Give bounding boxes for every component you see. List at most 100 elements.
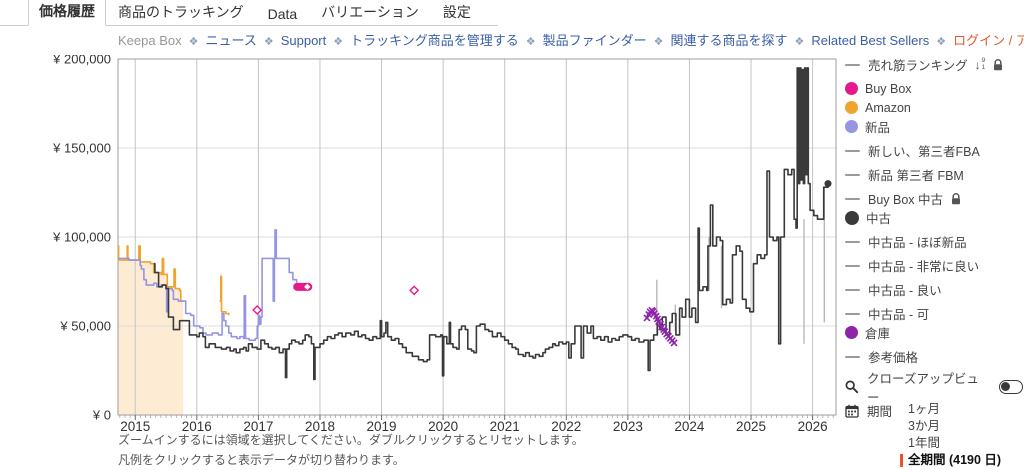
tab-data[interactable]: Data (267, 6, 298, 22)
legend-label: 参考価格 (868, 351, 919, 365)
new-dot-icon (845, 120, 858, 133)
period-label: 期間 (867, 405, 893, 419)
warehouse-x-marker (670, 339, 678, 347)
tab-settings[interactable]: 設定 (442, 4, 471, 20)
price-history-chart[interactable]: ¥ 200,000 ¥ 150,000 ¥ 100,000 ¥ 50,000 ¥ 0 20… (0, 55, 845, 440)
legend-label: Buy Box 中古 (868, 193, 944, 207)
period-option-label: 3か月 (908, 419, 940, 433)
plot-border (117, 58, 837, 416)
legend-item-new-3rd-fbm[interactable]: 新品 第三者 FBM (845, 167, 1023, 183)
period-option-1-month[interactable]: 1ヶ月 (908, 401, 1001, 418)
y-axis-label: ¥ 150,000 (52, 141, 111, 156)
nav-separator-icon: ❖ (936, 36, 947, 48)
nav-link-support[interactable]: Support (280, 33, 327, 48)
tab-variations[interactable]: バリエーション (321, 4, 419, 20)
buy-box-used-line-icon (845, 197, 860, 200)
legend-label: 中古 (866, 212, 892, 226)
legend-list: 売れ筋ランキング ↓ 9 1 Buy Box Amazon 新品新しい、第三者FBA 新品 第… (845, 57, 1023, 365)
nav-separator-icon: ❖ (525, 36, 536, 48)
legend-item-buy-box[interactable]: Buy Box (845, 81, 1023, 96)
legend-label: 中古品 - 非常に良い (868, 260, 980, 274)
nav-link-keepa-box: Keepa Box (118, 33, 182, 48)
tab-price-history[interactable]: 価格履歴 (28, 0, 106, 26)
x-axis-label: 2023 (613, 419, 643, 434)
buy-box-dot-icon (845, 82, 858, 95)
period-option-label: 1ヶ月 (908, 402, 940, 416)
used-dot-icon (845, 210, 859, 225)
nav-separator-icon: ❖ (188, 36, 199, 48)
x-axis-label: 2024 (674, 419, 705, 434)
legend-item-used[interactable]: 中古 (845, 210, 1023, 226)
legend-label: Buy Box (865, 81, 912, 96)
zoom-help-text: ズームインするには領域を選択してください。ダブルクリックするとリセットします。 (118, 433, 584, 447)
x-axis-label: 2018 (305, 419, 335, 434)
x-axis-label: 2019 (367, 419, 397, 434)
period-option-3-months[interactable]: 3か月 (908, 418, 1001, 435)
period-option-all-time[interactable]: 全期間 (4190 日) (900, 452, 1002, 469)
tab-product-tracking[interactable]: 商品のトラッキング (118, 4, 244, 20)
legend-item-used-very-good[interactable]: 中古品 - 非常に良い (845, 258, 1023, 274)
latest-price-dot (824, 180, 832, 188)
legend-help-text: 凡例をクリックすると表示データが切り替わります。 (118, 453, 405, 467)
legend-label: 中古品 - 可 (868, 308, 930, 322)
active-period-marker (900, 454, 904, 467)
list-price-line-icon (845, 355, 860, 358)
calendar-icon (845, 404, 859, 418)
magnifier-icon (845, 380, 859, 394)
legend-item-used-good[interactable]: 中古品 - 良い (845, 282, 1023, 298)
sales-rank-line-icon (845, 63, 860, 66)
closeup-view-toggle[interactable] (999, 379, 1023, 394)
period-option-label: 全期間 (4190 日) (908, 453, 1002, 467)
legend-label: 新しい、第三者FBA (868, 145, 980, 159)
x-axis-label: 2026 (798, 419, 828, 434)
legend-item-amazon[interactable]: Amazon (845, 100, 1023, 115)
new-3rd-fbm-line-icon (845, 173, 860, 176)
tab-bar: 価格履歴 商品のトラッキング Data バリエーション 設定 (0, 0, 498, 26)
period-block: 期間 1ヶ月 3か月 1年間全期間 (4190 日) (845, 401, 1023, 469)
series-新品 (118, 229, 308, 341)
chart-tools: クローズアップビュー 期間 1ヶ月 3か月 1年間全期間 (4190 日) (845, 372, 1023, 469)
legend-item-new-3rd-fba[interactable]: 新しい、第三者FBA (845, 143, 1023, 159)
nav-separator-icon: ❖ (794, 36, 805, 48)
sort-numeric-icon: ↓ 9 1 (974, 57, 986, 72)
warehouse-x-marker (643, 314, 651, 322)
legend-item-sales-rank[interactable]: 売れ筋ランキング ↓ 9 1 (845, 57, 1023, 73)
nav-link-related-best-sellers[interactable]: Related Best Sellers (811, 33, 930, 48)
used-good-line-icon (845, 288, 860, 291)
new-3rd-fba-line-icon (845, 149, 860, 152)
lock-icon (993, 58, 1003, 71)
period-option-1-year[interactable]: 1年間 (908, 435, 1001, 452)
x-axis-label: 2017 (243, 419, 273, 434)
nav-separator-icon: ❖ (333, 36, 344, 48)
lock-icon (951, 192, 961, 205)
legend-item-warehouse[interactable]: 倉庫 (845, 325, 1023, 341)
x-axis-label: 2015 (120, 419, 150, 434)
period-option-label: 1年間 (908, 436, 940, 450)
period-label-wrap: 期間 (845, 401, 892, 420)
y-axis-label: ¥ 100,000 (52, 230, 111, 245)
series-中古 (153, 67, 829, 381)
legend-label: Amazon (865, 100, 911, 115)
nav-link-news[interactable]: ニュース (205, 33, 257, 48)
legend-item-used-like-new[interactable]: 中古品 - ほぼ新品 (845, 234, 1023, 250)
legend-item-used-acceptable[interactable]: 中古品 - 可 (845, 306, 1023, 322)
period-options: 1ヶ月 3か月 1年間全期間 (4190 日) (900, 401, 1002, 469)
nav-link-manage-tracked-products[interactable]: トラッキング商品を管理する (350, 33, 519, 48)
x-axis-label: 2020 (428, 419, 458, 434)
legend-item-buy-box-used[interactable]: Buy Box 中古 (845, 191, 1023, 207)
x-axis-label: 2016 (182, 419, 212, 434)
closeup-view-label: クローズアップビュー (867, 371, 979, 405)
nav-link-find-related-products[interactable]: 関連する商品を探す (670, 33, 788, 48)
legend-item-list-price[interactable]: 参考価格 (845, 349, 1023, 365)
buy-box-diamond-icon (409, 285, 420, 296)
nav-link-login-register[interactable]: ログイン / アカウントの登録 (953, 33, 1024, 48)
legend-label: 売れ筋ランキング (868, 59, 968, 73)
nav-separator-icon: ❖ (653, 36, 664, 48)
legend-label: 中古品 - ほぼ新品 (868, 236, 967, 250)
series-Amazon (219, 275, 230, 316)
legend-item-new[interactable]: 新品 (845, 119, 1023, 135)
legend-label: 新品 第三者 FBM (868, 169, 964, 183)
amazon-dot-icon (845, 101, 858, 114)
nav-link-product-finder[interactable]: 製品ファインダー (542, 33, 647, 48)
